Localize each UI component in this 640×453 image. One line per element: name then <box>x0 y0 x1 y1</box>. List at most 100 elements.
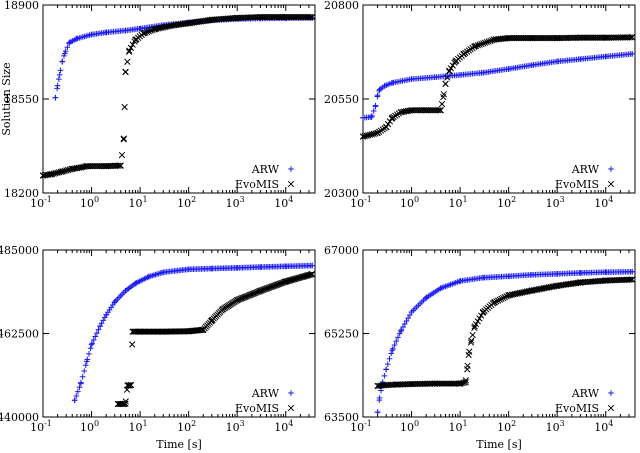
data-point <box>94 330 100 336</box>
data-point <box>185 328 192 335</box>
data-point <box>500 294 507 302</box>
data-point <box>391 342 398 348</box>
data-point <box>384 361 391 367</box>
data-point <box>629 268 635 275</box>
data-point <box>75 388 81 395</box>
data-point <box>602 53 609 60</box>
data-point <box>103 29 109 36</box>
data-point <box>400 324 406 330</box>
data-point <box>505 66 512 72</box>
data-point <box>71 397 78 404</box>
data-point <box>64 44 71 51</box>
data-point <box>386 356 393 362</box>
data-point <box>309 13 316 21</box>
x-axis-title: Time [s] <box>476 438 522 451</box>
data-point <box>389 80 396 86</box>
data-point <box>602 34 609 41</box>
data-point <box>554 58 561 65</box>
legend-label: EvoMIS <box>235 178 279 191</box>
series-arw <box>374 268 635 416</box>
data-point <box>122 27 129 34</box>
data-point <box>97 323 103 329</box>
data-point <box>386 118 394 125</box>
data-point <box>126 382 133 389</box>
data-point <box>140 30 148 37</box>
data-point <box>234 296 241 304</box>
y-tick-label: 67000 <box>324 244 359 257</box>
data-point <box>627 276 634 283</box>
data-point <box>89 340 95 347</box>
data-point <box>370 130 377 137</box>
data-point <box>438 100 446 108</box>
data-point <box>185 20 192 27</box>
data-point <box>554 282 561 289</box>
data-point <box>398 327 405 333</box>
data-point <box>137 25 143 32</box>
data-point <box>170 21 178 29</box>
data-point <box>374 382 381 390</box>
data-point <box>471 323 478 330</box>
data-point <box>57 67 64 74</box>
data-point <box>120 400 127 408</box>
data-point <box>457 72 463 78</box>
data-point <box>200 326 207 333</box>
data-point <box>59 168 66 175</box>
data-point <box>77 164 84 171</box>
data-point <box>602 269 609 275</box>
data-point <box>83 162 91 170</box>
data-point <box>129 41 136 48</box>
x-tick-label: 100 <box>400 419 419 434</box>
data-point <box>449 62 456 69</box>
data-point <box>481 39 489 46</box>
legend-marker <box>607 404 615 412</box>
data-point <box>126 47 133 54</box>
data-point <box>384 121 392 128</box>
data-point <box>452 58 459 65</box>
data-point <box>122 400 129 407</box>
data-point <box>122 288 129 294</box>
data-point <box>627 34 634 41</box>
data-point <box>132 36 139 44</box>
data-point <box>95 326 102 333</box>
data-point <box>397 328 404 334</box>
data-point <box>401 321 408 327</box>
data-point <box>208 16 215 23</box>
data-point <box>61 50 68 57</box>
data-point <box>64 166 72 174</box>
data-point <box>431 380 438 387</box>
y-tick-label: 20550 <box>324 93 359 106</box>
data-point <box>160 328 167 335</box>
legend-label: ARW <box>571 387 600 400</box>
x-tick-label: 100 <box>80 195 99 210</box>
data-point <box>309 15 315 21</box>
y-tick-label: 18550 <box>4 93 39 106</box>
x-tick-label: 103 <box>226 195 245 210</box>
data-point <box>76 384 83 391</box>
data-point <box>374 129 381 136</box>
data-point <box>120 135 127 142</box>
data-point <box>48 171 55 178</box>
x-tick-label: 101 <box>129 195 148 210</box>
data-point <box>360 115 366 121</box>
data-point <box>368 114 375 120</box>
data-point <box>476 315 483 322</box>
data-point <box>437 285 444 291</box>
data-point <box>90 337 97 343</box>
data-point <box>383 124 390 131</box>
x-tick-label: 102 <box>497 195 516 210</box>
data-point <box>397 109 404 116</box>
data-point <box>378 387 384 394</box>
x-tick-label: 100 <box>400 195 419 210</box>
data-point <box>361 132 368 140</box>
data-point <box>367 131 374 138</box>
data-point <box>471 43 478 50</box>
data-point <box>460 50 468 58</box>
data-point <box>88 31 95 38</box>
data-point <box>376 86 383 93</box>
data-point <box>474 318 481 325</box>
data-point <box>219 306 226 313</box>
data-point <box>554 271 561 277</box>
data-point <box>87 345 94 352</box>
data-point <box>124 58 131 65</box>
